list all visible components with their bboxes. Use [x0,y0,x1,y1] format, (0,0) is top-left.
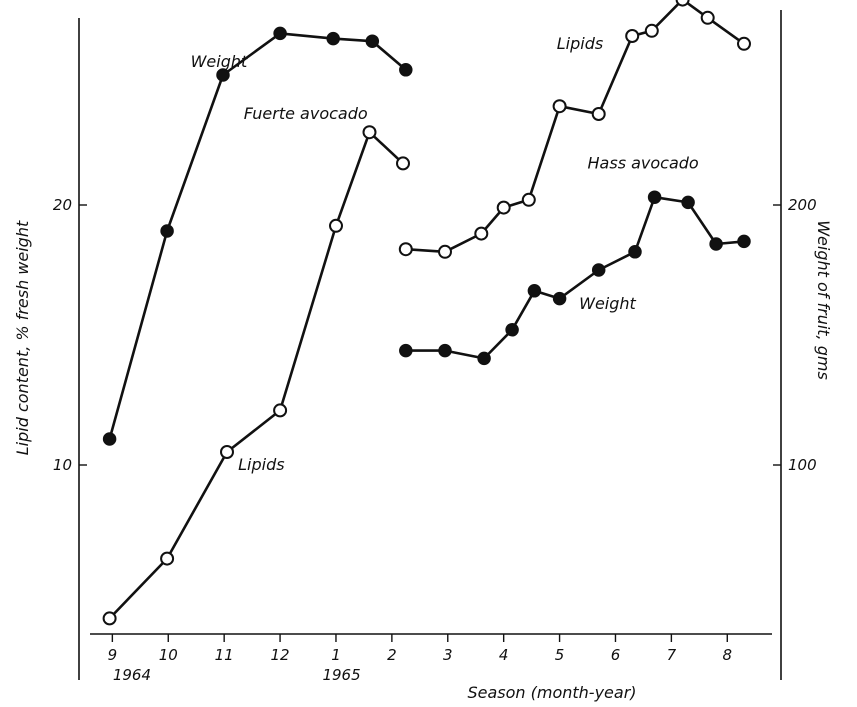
weight-point [737,234,751,249]
lipid-point [160,551,175,566]
weight-point [552,291,567,306]
weight-point [477,351,491,366]
x-tick-label: 11 [215,646,234,664]
annotation-label: Weight [191,52,248,71]
year-label: 1965 [322,666,360,684]
right-y-tick-label: 200 [788,196,817,214]
weight-point [102,432,117,446]
x-tick-label: 5 [555,646,565,664]
weight-point [399,343,413,358]
lipid-point [496,200,511,215]
weight-point [160,224,174,238]
series-line [108,32,407,440]
lipid-point [737,36,751,51]
lipid-point [329,218,343,233]
x-tick-label: 8 [723,646,733,664]
weight-point [216,68,230,82]
annotation-label: Hass avocado [588,154,699,173]
lipid-point [396,156,410,171]
lipid-point [273,403,288,418]
x-axis-label: Season (month-year) [467,683,636,702]
right-y-tick-label: 100 [788,456,817,474]
right-y-axis-label: Weight of fruit, gms [814,220,833,380]
x-tick-label: 2 [387,646,397,664]
left-y-tick-label: 10 [53,456,72,474]
series-line [405,195,745,360]
x-tick-label: 10 [159,646,178,664]
weight-point [527,284,542,298]
lipid-point [362,125,377,140]
weight-point [505,323,519,337]
weight-point [399,63,413,77]
annotation-label: Lipids [238,455,284,474]
lipid-point [675,0,690,7]
weight-point [273,26,287,41]
weight-point [709,237,723,251]
lipid-point [220,445,234,459]
chart-labels: Season (month-year) Lipid content, % fre… [13,220,833,702]
lipid-point [438,244,452,259]
x-tick-label: 9 [108,646,118,664]
year-label: 1964 [113,666,151,684]
lipid-point [521,192,536,207]
x-tick-label: 4 [499,646,509,664]
x-tick-label: 3 [443,646,453,664]
weight-point [438,343,452,358]
left-y-tick-label: 20 [53,196,72,214]
weight-point [681,195,695,210]
lipid-point [625,29,640,43]
weight-point [326,31,340,46]
left-y-axis-label: Lipid content, % fresh weight [13,220,32,455]
lipid-point [398,242,413,257]
weight-point [647,190,662,204]
x-tick-label: 7 [667,646,677,664]
series-line [108,130,404,620]
annotation-label: Lipids [557,34,603,53]
lipid-point [474,226,489,241]
chart-annotations: Weight Fuerte avocado Lipids Lipids Hass avo… [191,34,699,474]
weight-point [591,263,606,277]
axes [78,10,782,680]
annotation-label: Fuerte avocado [244,104,368,123]
weight-point [628,245,642,259]
x-tick-label: 12 [271,646,290,664]
weight-point [365,34,380,48]
annotation-label: Weight [579,294,636,313]
data-series [102,0,751,626]
x-tick-label: 1 [331,646,341,664]
lipid-point [591,107,606,121]
lipid-point [552,99,567,114]
lipid-point [644,23,659,38]
lipid-point [700,10,715,25]
x-tick-label: 6 [611,646,621,664]
lipid-point [102,611,117,626]
